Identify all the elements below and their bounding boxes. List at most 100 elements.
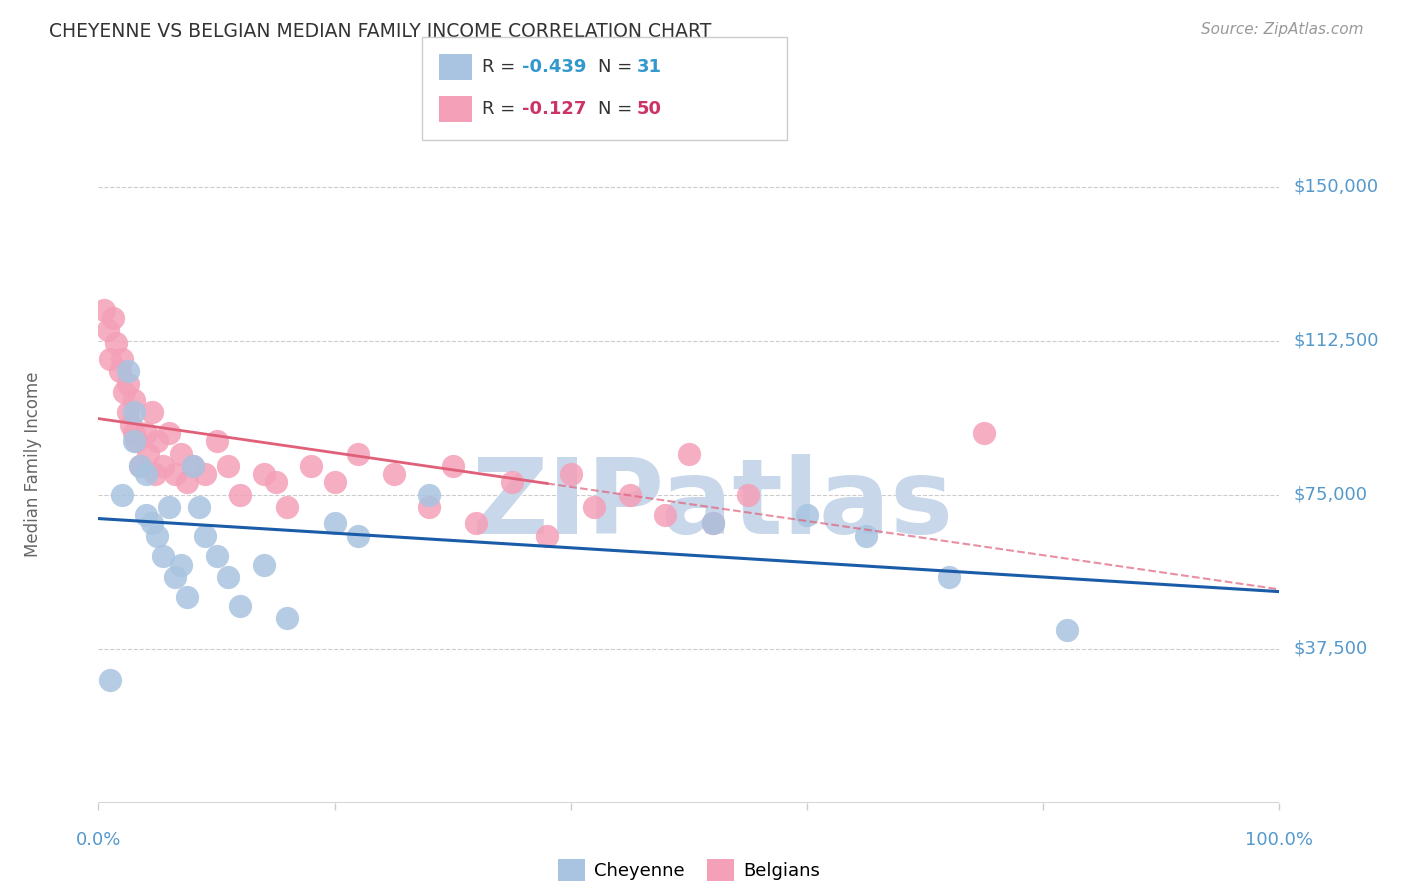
- Text: N =: N =: [598, 58, 637, 76]
- Text: -0.127: -0.127: [522, 100, 586, 118]
- Point: [97, 323, 120, 337]
- Text: R =: R =: [482, 58, 522, 76]
- Point: [181, 458, 204, 473]
- Point: [205, 434, 228, 449]
- Text: N =: N =: [598, 100, 637, 118]
- Point: [117, 364, 139, 378]
- Text: -0.439: -0.439: [522, 58, 586, 76]
- Point: [121, 417, 143, 432]
- Point: [117, 405, 139, 419]
- Point: [128, 458, 150, 473]
- Point: [135, 508, 157, 523]
- Text: $37,500: $37,500: [1294, 640, 1368, 657]
- Point: [141, 516, 163, 531]
- Point: [323, 516, 346, 531]
- Point: [122, 434, 145, 449]
- Point: [176, 591, 198, 605]
- Point: [465, 516, 488, 531]
- Point: [678, 446, 700, 460]
- Point: [181, 458, 204, 473]
- Point: [737, 488, 759, 502]
- Point: [152, 549, 174, 564]
- Point: [299, 458, 322, 473]
- Point: [105, 335, 128, 350]
- Text: 50: 50: [637, 100, 662, 118]
- Text: $150,000: $150,000: [1294, 178, 1378, 195]
- Point: [122, 405, 145, 419]
- Point: [112, 384, 135, 399]
- Point: [253, 467, 276, 482]
- Point: [276, 500, 298, 514]
- Point: [583, 500, 606, 514]
- Point: [135, 467, 157, 482]
- Point: [702, 516, 724, 531]
- Point: [170, 558, 193, 572]
- Text: 31: 31: [637, 58, 662, 76]
- Point: [654, 508, 676, 523]
- Point: [101, 310, 124, 325]
- Point: [1056, 624, 1078, 638]
- Point: [347, 446, 370, 460]
- Point: [157, 425, 180, 440]
- Point: [560, 467, 582, 482]
- Point: [194, 529, 217, 543]
- Point: [229, 599, 252, 613]
- Point: [418, 500, 440, 514]
- Point: [122, 393, 145, 408]
- Point: [276, 611, 298, 625]
- Point: [165, 570, 187, 584]
- Point: [146, 434, 169, 449]
- Point: [702, 516, 724, 531]
- Point: [111, 488, 134, 502]
- Point: [125, 434, 148, 449]
- Point: [796, 508, 818, 523]
- Text: ZIPatlas: ZIPatlas: [471, 453, 953, 556]
- Point: [253, 558, 276, 572]
- Point: [152, 458, 174, 473]
- Point: [98, 673, 121, 687]
- Point: [536, 529, 558, 543]
- Point: [938, 570, 960, 584]
- Point: [323, 475, 346, 490]
- Point: [217, 458, 239, 473]
- Text: 100.0%: 100.0%: [1246, 830, 1313, 848]
- Point: [128, 458, 150, 473]
- Point: [136, 446, 159, 460]
- Text: CHEYENNE VS BELGIAN MEDIAN FAMILY INCOME CORRELATION CHART: CHEYENNE VS BELGIAN MEDIAN FAMILY INCOME…: [49, 22, 711, 41]
- Point: [157, 500, 180, 514]
- Point: [143, 467, 166, 482]
- Point: [141, 405, 163, 419]
- Point: [264, 475, 287, 490]
- Point: [441, 458, 464, 473]
- Point: [194, 467, 217, 482]
- Point: [973, 425, 995, 440]
- Point: [382, 467, 405, 482]
- Point: [122, 425, 145, 440]
- Point: [111, 352, 134, 367]
- Point: [229, 488, 252, 502]
- Text: R =: R =: [482, 100, 522, 118]
- Point: [135, 425, 157, 440]
- Point: [176, 475, 198, 490]
- Point: [98, 352, 121, 367]
- Legend: Cheyenne, Belgians: Cheyenne, Belgians: [551, 852, 827, 888]
- Point: [108, 364, 131, 378]
- Text: $75,000: $75,000: [1294, 485, 1368, 504]
- Text: 0.0%: 0.0%: [76, 830, 121, 848]
- Point: [117, 376, 139, 391]
- Point: [93, 302, 115, 317]
- Point: [165, 467, 187, 482]
- Text: Source: ZipAtlas.com: Source: ZipAtlas.com: [1201, 22, 1364, 37]
- Point: [501, 475, 523, 490]
- Point: [146, 529, 169, 543]
- Point: [217, 570, 239, 584]
- Point: [187, 500, 209, 514]
- Point: [418, 488, 440, 502]
- Point: [205, 549, 228, 564]
- Point: [619, 488, 641, 502]
- Point: [170, 446, 193, 460]
- Text: $112,500: $112,500: [1294, 332, 1379, 350]
- Text: Median Family Income: Median Family Income: [24, 371, 42, 557]
- Point: [855, 529, 877, 543]
- Point: [347, 529, 370, 543]
